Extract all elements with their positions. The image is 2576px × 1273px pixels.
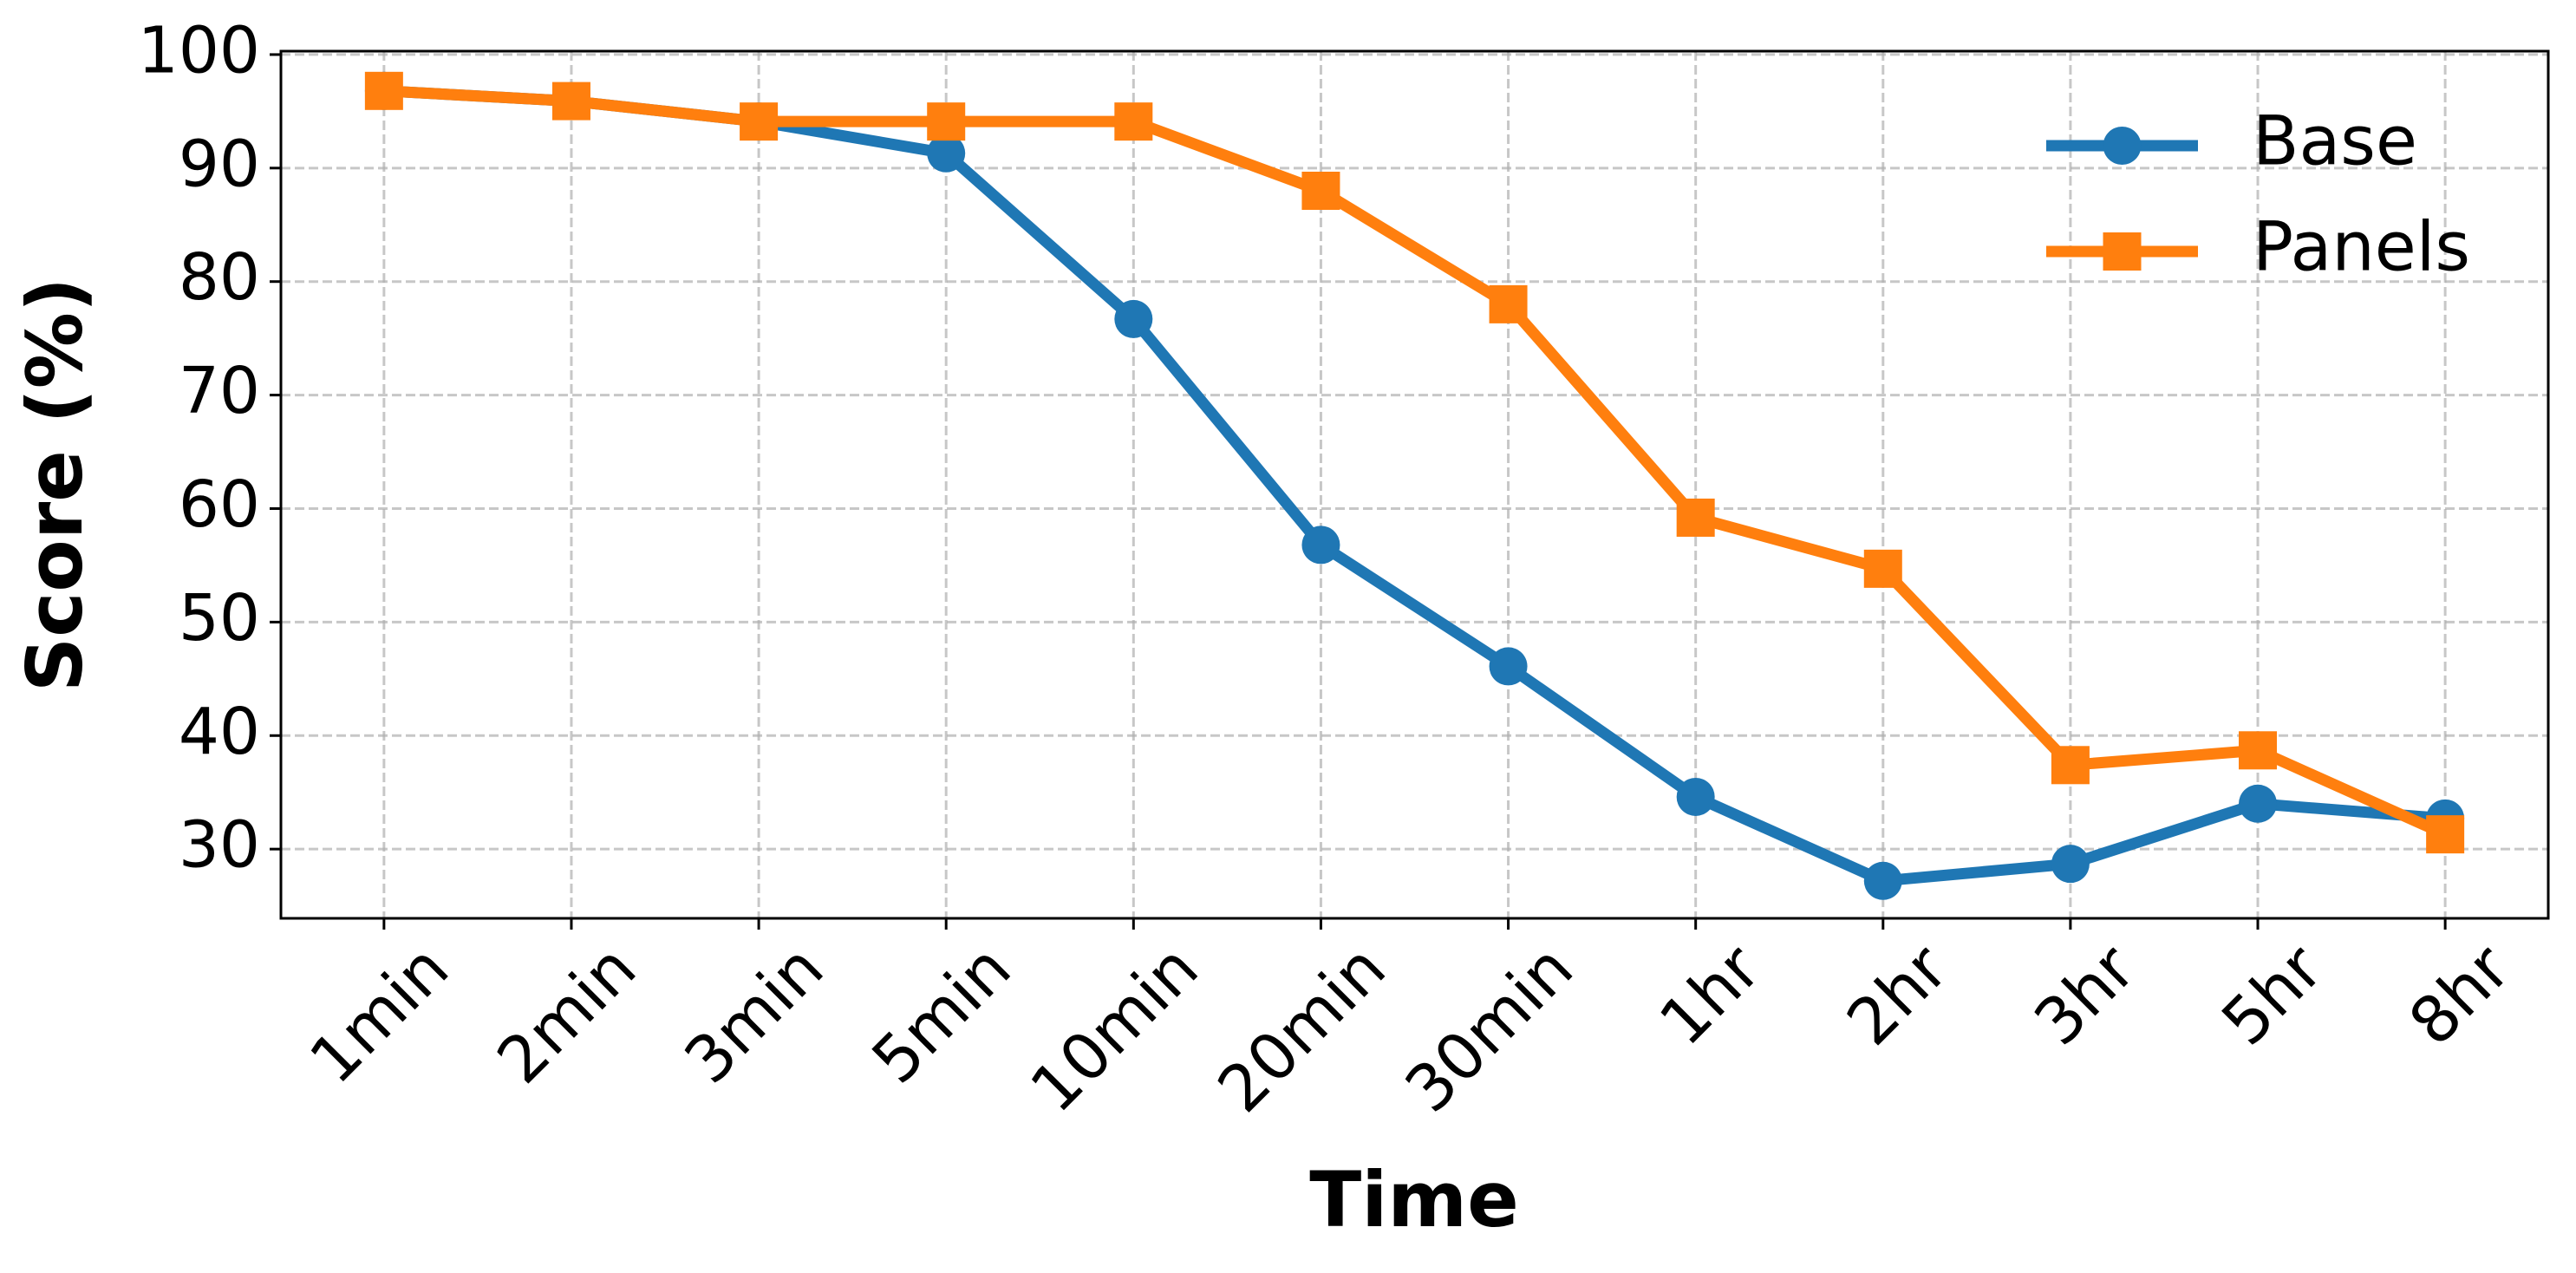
- x-tick-label: 3min: [671, 930, 838, 1098]
- x-tick-label: 2min: [483, 930, 650, 1098]
- data-point: [1676, 498, 1715, 537]
- data-point: [1301, 526, 1340, 565]
- legend-label: Panels: [2253, 208, 2470, 286]
- data-point: [1301, 171, 1340, 210]
- data-point: [1863, 549, 1902, 588]
- y-tick-label: 80: [179, 240, 260, 315]
- y-tick-label: 90: [179, 127, 260, 201]
- data-point: [2426, 815, 2465, 854]
- y-tick-label: 60: [179, 467, 260, 542]
- data-point: [1863, 861, 1902, 900]
- x-tick-label: 1min: [296, 930, 463, 1098]
- data-point: [2239, 784, 2278, 823]
- legend-marker: [2103, 232, 2142, 271]
- y-tick-label: 70: [179, 354, 260, 428]
- x-tick-label: 5min: [858, 930, 1026, 1098]
- y-axis-label: Score (%): [10, 277, 100, 692]
- data-point: [927, 134, 966, 173]
- data-point: [1114, 102, 1153, 141]
- data-point: [1676, 777, 1715, 816]
- data-point: [927, 102, 966, 141]
- x-tick-label: 8hr: [2396, 930, 2525, 1060]
- y-tick-label: 100: [138, 13, 260, 88]
- x-tick-label: 10min: [1016, 930, 1212, 1126]
- x-tick-label: 30min: [1392, 930, 1588, 1126]
- x-tick-label: 5hr: [2208, 930, 2337, 1060]
- legend-marker: [2103, 127, 2142, 165]
- x-tick-label: 2hr: [1833, 930, 1962, 1060]
- y-tick-label: 40: [179, 695, 260, 769]
- y-tick-label: 50: [179, 581, 260, 656]
- data-point: [1489, 647, 1528, 686]
- data-point: [551, 82, 590, 121]
- series-line: [378, 85, 2451, 840]
- y-tick-label: 30: [179, 808, 260, 883]
- data-point: [1114, 299, 1153, 338]
- data-point: [2051, 845, 2090, 884]
- x-tick-label: 20min: [1204, 930, 1400, 1126]
- data-point: [2239, 731, 2278, 770]
- data-point: [740, 102, 779, 141]
- data-point: [2051, 746, 2090, 785]
- legend-label: Base: [2253, 102, 2417, 180]
- plot-frame: [279, 49, 2550, 920]
- data-point: [1489, 284, 1528, 323]
- data-point: [364, 71, 403, 110]
- x-tick-label: 3hr: [2020, 930, 2149, 1060]
- x-tick-label: 1hr: [1646, 930, 1775, 1060]
- x-axis-label: Time: [1309, 1155, 1519, 1244]
